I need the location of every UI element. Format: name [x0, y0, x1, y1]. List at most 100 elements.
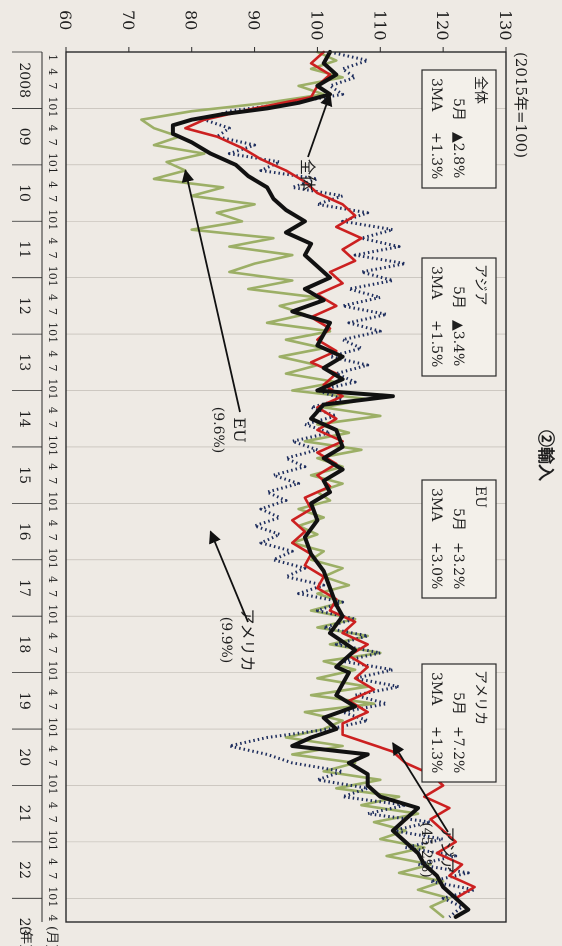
- month-tick-label: 1: [46, 167, 59, 174]
- year-label: 19: [16, 692, 32, 710]
- annotation-name: EU: [230, 417, 249, 442]
- legend-boxes: 全体 5月 ▲2.8% 3MA +1.3% アジア 5月 ▲3.4% 3MA +1.5% EU 5月 +…: [421, 69, 497, 783]
- month-tick-label: 10: [46, 548, 59, 562]
- month-tick-label: 10: [46, 209, 59, 223]
- month-tick-label: 4: [46, 915, 59, 922]
- year-label: 09: [16, 128, 32, 146]
- month-tick-label: 1: [46, 280, 59, 287]
- annotation-アジア: アジア(45.2%): [392, 742, 457, 878]
- month-tick-label: 4: [46, 407, 59, 414]
- month-tick-label: 4: [46, 237, 59, 244]
- month-tick-label: 10: [46, 322, 59, 336]
- legend-box-ma-label: 3MA: [428, 266, 444, 300]
- month-tick-label: 4: [46, 632, 59, 639]
- month-tick-label: 4: [46, 745, 59, 752]
- legend-box-ma-value: +1.5%: [428, 320, 444, 367]
- month-tick-label: 1: [46, 54, 59, 61]
- month-tick-label: 1: [46, 393, 59, 400]
- month-tick-label: 4: [46, 463, 59, 470]
- legend-box-frame: [421, 257, 497, 377]
- month-tick-label: 7: [46, 421, 59, 428]
- year-label: 13: [16, 353, 32, 371]
- legend-box-month-label: 5月: [450, 286, 466, 309]
- month-tick-label: 1: [46, 449, 59, 456]
- month-tick-label: 10: [46, 773, 59, 787]
- year-label: 16: [16, 523, 32, 541]
- month-tick-label: 7: [46, 82, 59, 89]
- month-tick-label: 7: [46, 477, 59, 484]
- month-tick-label: 7: [46, 647, 59, 654]
- year-label: 11: [16, 241, 32, 259]
- year-label: 21: [16, 805, 32, 823]
- legend-box-frame: [421, 663, 497, 783]
- month-tick-label: 10: [46, 153, 59, 167]
- annotation-arrow: [392, 742, 449, 833]
- month-tick-label: 4: [46, 520, 59, 527]
- y-tick-label: 70: [119, 10, 138, 30]
- y-tick-label: 90: [245, 10, 264, 30]
- month-tick-label: 4: [46, 68, 59, 75]
- month-tick-label: 1: [46, 618, 59, 625]
- month-tick-label: 4: [46, 125, 59, 132]
- x-axis: 1471020081471009147101014710111471012147…: [12, 51, 59, 946]
- year-label: 23: [16, 918, 32, 936]
- y-tick-label: 110: [370, 10, 389, 41]
- month-tick-label: 10: [46, 379, 59, 393]
- month-tick-label: 1: [46, 562, 59, 569]
- legend-box: 全体 5月 ▲2.8% 3MA +1.3%: [421, 69, 497, 189]
- legend-box-ma-label: 3MA: [428, 78, 444, 112]
- legend-box-frame: [421, 479, 497, 599]
- legend-box-region: EU: [472, 486, 488, 508]
- legend-box-ma-label: 3MA: [428, 672, 444, 706]
- month-tick-label: 7: [46, 703, 59, 710]
- annotation-share: (9.6%): [210, 407, 226, 454]
- legend-box-ma-value: +1.3%: [428, 726, 444, 773]
- month-tick-label: 7: [46, 308, 59, 315]
- year-label: 2008: [16, 62, 32, 98]
- annotation-share: (9.9%): [218, 617, 234, 664]
- y-tick-label: 100: [307, 10, 326, 41]
- legend-box-frame: [421, 69, 497, 189]
- page-title: ②輸入: [535, 430, 556, 481]
- annotation-arrow: [181, 169, 241, 413]
- y-axis-ticks: 60 70 80 90 100 110 120 130: [56, 10, 515, 52]
- month-tick-label: 1: [46, 336, 59, 343]
- month-tick-label: 4: [46, 294, 59, 301]
- y-tick-label: 120: [433, 10, 452, 41]
- month-tick-label: 7: [46, 139, 59, 146]
- year-label: 10: [16, 184, 32, 202]
- legend-box-month-label: 5月: [450, 508, 466, 531]
- year-label: 12: [16, 297, 32, 315]
- legend-box-ma-value: +3.0%: [428, 542, 444, 589]
- month-tick-label: 1: [46, 844, 59, 851]
- index-base-note: (2015年=100): [512, 52, 530, 158]
- month-tick-label: 7: [46, 364, 59, 371]
- x-unit-year: (年): [18, 926, 33, 946]
- month-tick-label: 10: [46, 435, 59, 449]
- month-tick-label: 7: [46, 534, 59, 541]
- legend-box-month-value: ▲3.4%: [450, 320, 466, 366]
- month-tick-label: 1: [46, 111, 59, 118]
- annotation-アメリカ: アメリカ(9.9%): [209, 530, 257, 672]
- month-tick-label: 10: [46, 717, 59, 731]
- month-tick-label: 1: [46, 223, 59, 230]
- month-tick-label: 10: [46, 830, 59, 844]
- annotation-EU: EU(9.6%): [181, 169, 249, 454]
- year-label: 22: [16, 861, 32, 879]
- month-tick-label: 10: [46, 604, 59, 618]
- year-label: 14: [16, 410, 32, 428]
- year-label: 15: [16, 466, 32, 484]
- legend-box: アジア 5月 ▲3.4% 3MA +1.5%: [421, 257, 497, 377]
- month-tick-label: 1: [46, 788, 59, 795]
- month-tick-label: 7: [46, 195, 59, 202]
- legend-box-region: アジア: [472, 264, 488, 305]
- annotation-name: 全体: [298, 159, 317, 191]
- series-line-total: [170, 50, 471, 919]
- month-tick-label: 1: [46, 505, 59, 512]
- annotations: 全体 EU(9.6%) アメリカ(9.9%) アジア(45.2%): [181, 93, 457, 878]
- legend-box-region: アメリカ: [472, 670, 488, 725]
- month-tick-label: 1: [46, 731, 59, 738]
- month-tick-label: 7: [46, 252, 59, 259]
